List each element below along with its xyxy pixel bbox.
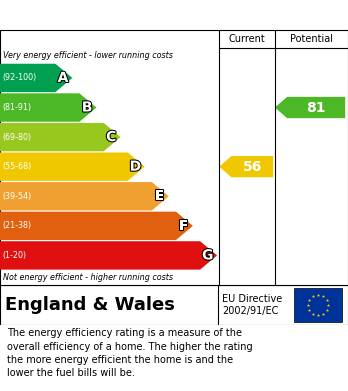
Text: F: F [179, 219, 188, 233]
Text: (21-38): (21-38) [3, 221, 32, 230]
Text: Not energy efficient - higher running costs: Not energy efficient - higher running co… [3, 273, 173, 282]
Polygon shape [0, 182, 169, 210]
Polygon shape [0, 152, 145, 181]
Text: 81: 81 [307, 100, 326, 115]
Text: Potential: Potential [290, 34, 333, 44]
Text: EU Directive
2002/91/EC: EU Directive 2002/91/EC [222, 294, 282, 316]
Polygon shape [0, 93, 96, 122]
Text: E: E [155, 189, 164, 203]
Text: 56: 56 [243, 160, 262, 174]
Text: G: G [202, 248, 213, 262]
Text: D: D [129, 160, 141, 174]
Bar [294, 288, 342, 322]
Polygon shape [275, 97, 345, 118]
Text: The energy efficiency rating is a measure of the
overall efficiency of a home. T: The energy efficiency rating is a measur… [7, 328, 253, 378]
Polygon shape [0, 123, 121, 151]
Polygon shape [0, 64, 72, 92]
Text: B: B [82, 100, 93, 115]
Polygon shape [219, 156, 273, 178]
Text: (81-91): (81-91) [3, 103, 32, 112]
Text: (92-100): (92-100) [3, 74, 37, 83]
Polygon shape [0, 241, 217, 270]
Polygon shape [0, 212, 193, 240]
Text: (39-54): (39-54) [3, 192, 32, 201]
Text: (69-80): (69-80) [3, 133, 32, 142]
Text: Very energy efficient - lower running costs: Very energy efficient - lower running co… [3, 51, 173, 60]
Text: England & Wales: England & Wales [5, 296, 175, 314]
Text: Current: Current [229, 34, 266, 44]
Text: (55-68): (55-68) [3, 162, 32, 171]
Text: Energy Efficiency Rating: Energy Efficiency Rating [10, 7, 220, 23]
Text: A: A [58, 71, 69, 85]
Text: (1-20): (1-20) [3, 251, 27, 260]
Text: C: C [106, 130, 116, 144]
